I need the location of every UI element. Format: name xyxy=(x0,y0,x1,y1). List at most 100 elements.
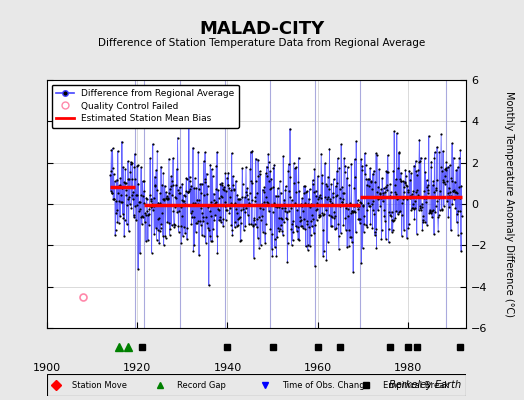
Point xyxy=(362,176,370,182)
Point xyxy=(399,178,407,184)
Point xyxy=(377,236,386,242)
Point xyxy=(176,184,184,190)
Point xyxy=(305,243,314,250)
Point xyxy=(253,216,261,222)
Point xyxy=(454,208,463,214)
Point xyxy=(214,206,222,212)
Point xyxy=(119,214,128,221)
Point xyxy=(294,154,303,161)
Point xyxy=(269,184,277,190)
Point xyxy=(303,221,311,227)
Point xyxy=(383,169,391,176)
Point xyxy=(271,203,279,210)
Point xyxy=(190,185,198,191)
Point xyxy=(304,201,313,207)
Point xyxy=(414,206,423,213)
Point xyxy=(413,187,421,193)
Point xyxy=(405,220,413,227)
Point xyxy=(126,169,134,176)
Point xyxy=(271,244,279,250)
Point xyxy=(396,176,404,182)
Point xyxy=(434,212,443,218)
Point xyxy=(423,222,431,228)
Point xyxy=(208,238,216,244)
Point xyxy=(247,221,256,227)
Point xyxy=(307,218,315,224)
Point xyxy=(152,167,160,174)
Point xyxy=(372,150,380,156)
Point xyxy=(301,183,310,190)
Point xyxy=(352,138,361,144)
Point xyxy=(121,166,129,172)
Point xyxy=(455,195,464,202)
Point xyxy=(401,180,409,186)
Point xyxy=(151,224,160,231)
Point xyxy=(160,195,169,202)
Point xyxy=(419,218,427,225)
Point xyxy=(117,199,125,206)
Point xyxy=(166,186,174,192)
Point xyxy=(188,214,196,220)
Point xyxy=(427,164,435,170)
Point xyxy=(165,190,173,196)
Point xyxy=(234,216,242,222)
Point xyxy=(224,201,233,208)
Point xyxy=(363,182,372,188)
Point xyxy=(176,190,184,196)
Point xyxy=(345,182,354,188)
Point xyxy=(322,207,330,214)
Point xyxy=(356,200,365,206)
Point xyxy=(351,156,359,162)
Point xyxy=(275,214,283,221)
Point xyxy=(231,200,239,206)
Point xyxy=(113,176,121,183)
Point xyxy=(192,220,201,226)
Point xyxy=(406,194,414,201)
Point xyxy=(148,202,156,209)
Point xyxy=(291,223,300,230)
Point xyxy=(394,211,402,218)
Point xyxy=(181,200,189,207)
Point xyxy=(294,179,302,185)
Point xyxy=(432,186,440,193)
Point xyxy=(451,205,460,211)
Point xyxy=(166,231,174,238)
Point xyxy=(393,196,401,202)
Point xyxy=(383,182,391,188)
Point xyxy=(277,222,286,228)
Point xyxy=(182,176,191,182)
Point xyxy=(418,204,426,210)
Point xyxy=(285,161,293,168)
Point xyxy=(348,239,356,246)
Point xyxy=(407,206,416,213)
Point xyxy=(314,194,323,200)
Point xyxy=(378,189,387,196)
Point xyxy=(279,232,287,238)
Point xyxy=(181,230,189,236)
Point xyxy=(389,218,397,224)
Point xyxy=(343,164,352,170)
Point xyxy=(324,174,332,180)
Text: Difference of Station Temperature Data from Regional Average: Difference of Station Temperature Data f… xyxy=(99,38,425,48)
Point xyxy=(369,198,377,204)
Point xyxy=(172,166,181,172)
Point xyxy=(216,193,225,199)
Point xyxy=(192,185,201,191)
Point xyxy=(329,214,337,220)
Point xyxy=(425,207,434,213)
Point xyxy=(447,175,455,182)
Point xyxy=(360,213,368,219)
Point xyxy=(228,173,237,180)
Point xyxy=(110,171,118,177)
Point xyxy=(375,166,384,173)
Point xyxy=(314,173,322,179)
Point xyxy=(202,214,210,220)
Point xyxy=(119,179,128,186)
Point xyxy=(364,203,373,209)
Point xyxy=(158,232,167,239)
Point xyxy=(323,183,331,189)
Point xyxy=(212,162,221,169)
Point xyxy=(291,165,299,172)
Point xyxy=(194,149,202,155)
Point xyxy=(149,194,158,201)
